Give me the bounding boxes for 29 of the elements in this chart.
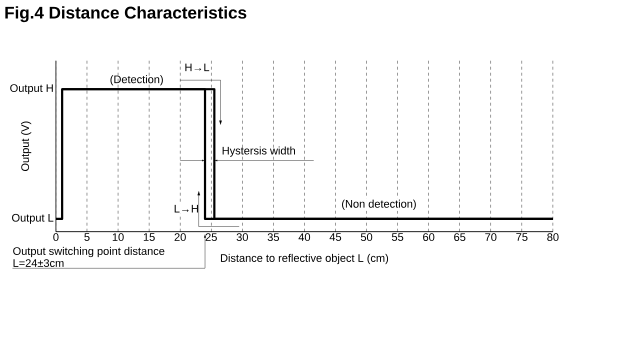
x-tick-label: 15 <box>144 233 155 241</box>
text: H→L <box>185 64 210 72</box>
x-tick-label: 20 <box>174 233 186 242</box>
x-tick-label: 80 <box>547 233 559 242</box>
x-tick-label: 65 <box>454 233 466 242</box>
x-axis-title: Distance to reflective object L (cm) <box>220 254 388 264</box>
text: Output H <box>10 84 53 94</box>
text: L=24±3cm <box>14 259 64 267</box>
chart-title: Fig.4 Distance Characteristics <box>5 6 246 22</box>
annotation: L→H <box>174 204 198 212</box>
x-tick-label: 0 <box>53 233 59 242</box>
x-tick-label: 50 <box>360 233 372 242</box>
x-tick-label: 60 <box>423 233 434 242</box>
x-tick-label: 75 <box>516 233 528 241</box>
x-tick-label: 55 <box>392 233 404 241</box>
x-tick-label: 10 <box>112 233 124 242</box>
x-tick-label: 30 <box>236 233 248 242</box>
annotation: Hystersis width <box>222 146 295 157</box>
x-tick-label: 35 <box>268 233 279 242</box>
x-tick-label: 45 <box>330 233 342 241</box>
text: Output L <box>12 214 54 224</box>
y-axis-title: Output (V) <box>20 122 32 172</box>
annotation: (Non detection) <box>342 200 416 210</box>
text: (Detection) <box>110 75 163 86</box>
text: Output switching point distance <box>13 246 164 258</box>
x-tick-label: 40 <box>298 233 310 242</box>
x-tick-label: 25 <box>206 233 217 242</box>
x-tick-label: 70 <box>485 233 496 242</box>
x-tick-label: 5 <box>84 233 90 241</box>
